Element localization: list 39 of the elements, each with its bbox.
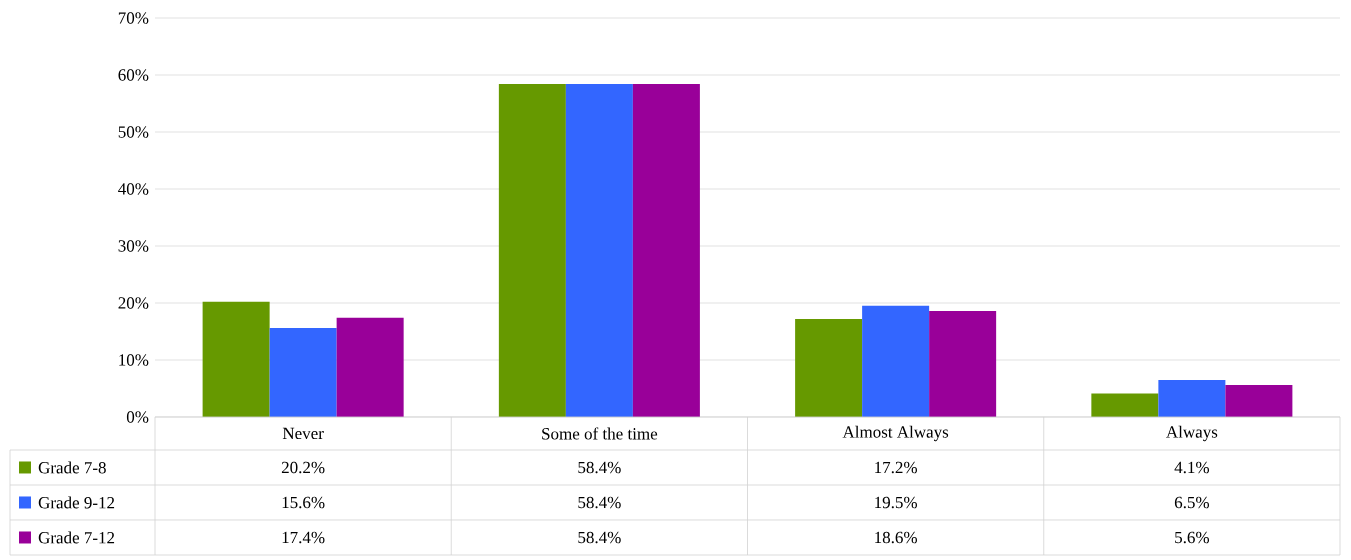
bar (929, 310, 997, 417)
y-tick-label: 50% (118, 126, 149, 138)
y-tick-label: 40% (118, 183, 149, 195)
bar (202, 301, 270, 417)
y-tick-label: 20% (118, 297, 149, 309)
data-label: 17.2% (875, 461, 917, 474)
data-label: 4.1% (1174, 461, 1210, 474)
x-tick-label: Some of the time (542, 427, 658, 440)
data-label: 15.6% (282, 496, 325, 509)
data-label: 5.6% (1175, 531, 1210, 544)
data-label: 58.4% (578, 496, 621, 509)
y-tick-label: 10% (119, 354, 149, 366)
data-label: 6.5% (1174, 496, 1210, 509)
data-label: 18.6% (875, 531, 917, 544)
bar (1158, 379, 1226, 417)
data-label: 58.4% (578, 531, 621, 544)
y-tick-label: 0% (126, 411, 149, 423)
bar (269, 328, 337, 417)
bar (795, 318, 863, 417)
y-tick-label: 60% (118, 69, 149, 81)
bar (336, 317, 404, 417)
legend-label: Grade 7-12 (38, 531, 115, 544)
bar (498, 84, 566, 417)
x-tick-label: Never (282, 427, 324, 440)
bar (1225, 385, 1293, 417)
bar (862, 305, 930, 417)
legend-label: Grade 7-8 (38, 461, 106, 474)
data-label: 58.4% (578, 461, 621, 474)
data-label: 17.4% (282, 531, 325, 544)
bar (565, 84, 633, 417)
x-tick-label: Always (1166, 425, 1218, 442)
x-tick-label: Almost Always (842, 425, 949, 442)
y-tick-label: 30% (118, 240, 149, 252)
bar (1091, 393, 1159, 417)
y-tick-label: 70% (118, 12, 149, 24)
bar (632, 84, 700, 417)
data-label: 19.5% (875, 496, 917, 509)
data-label: 20.2% (281, 461, 325, 474)
legend-label: Grade 9-12 (38, 496, 115, 509)
